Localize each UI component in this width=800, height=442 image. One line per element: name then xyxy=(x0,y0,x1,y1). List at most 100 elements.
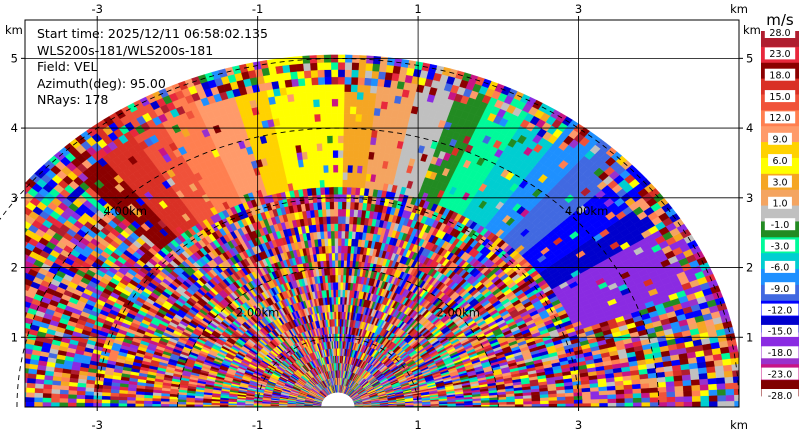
range-gate-cell xyxy=(332,92,338,99)
range-gate-cell xyxy=(367,115,374,123)
range-gate-cell xyxy=(692,390,701,396)
range-gate-cell xyxy=(375,101,382,109)
range-gate-cell xyxy=(316,136,322,144)
range-gate-cell xyxy=(363,92,370,100)
range-gate-cell xyxy=(582,395,591,399)
range-gate-cell xyxy=(667,397,676,402)
range-gate-cell xyxy=(338,150,343,157)
range-gate-cell xyxy=(566,400,575,404)
range-gate-cell xyxy=(709,401,718,407)
range-gate-cell xyxy=(616,389,625,394)
range-gate-cell xyxy=(314,107,321,115)
range-gate-cell xyxy=(699,379,708,385)
range-gate-cell xyxy=(349,136,355,144)
range-gate-cell xyxy=(298,78,305,86)
range-gate-cell xyxy=(345,231,349,239)
range-gate-cell xyxy=(335,282,338,289)
range-gate-cell xyxy=(293,93,300,101)
range-gate-cell xyxy=(304,78,311,86)
range-gate-cell xyxy=(350,202,355,210)
range-gate-cell xyxy=(362,100,369,108)
range-gate-cell xyxy=(716,377,725,383)
range-gate-cell xyxy=(330,216,334,223)
range-gate-cell xyxy=(327,128,333,135)
range-gate-cell xyxy=(557,400,566,404)
range-gate-cell xyxy=(365,129,371,137)
range-gate-cell xyxy=(658,392,667,397)
range-gate-cell xyxy=(393,66,401,74)
range-gate-cell xyxy=(725,383,734,389)
range-gate-cell xyxy=(642,402,651,407)
range-gate-cell xyxy=(335,268,338,275)
range-gate-cell xyxy=(372,123,379,131)
range-gate-cell xyxy=(338,231,342,238)
range-gate-cell xyxy=(331,84,338,91)
range-gate-cell xyxy=(354,202,359,210)
range-gate-cell xyxy=(332,128,338,135)
range-gate-cell xyxy=(316,143,322,151)
range-gate-cell xyxy=(591,399,600,403)
range-gate-cell xyxy=(343,143,349,151)
range-gate-cell xyxy=(360,129,366,137)
range-gate-cell xyxy=(507,402,515,405)
range-gate-cell xyxy=(338,172,343,179)
range-gate-cell xyxy=(327,143,333,151)
range-gate-cell xyxy=(699,373,708,379)
range-gate-cell xyxy=(338,224,342,231)
range-gate-cell xyxy=(353,151,359,159)
range-gate-cell xyxy=(314,173,319,181)
range-gate-cell xyxy=(333,165,338,172)
range-gate-cell xyxy=(350,106,356,114)
range-gate-cell xyxy=(333,158,338,165)
range-gate-cell xyxy=(362,107,369,115)
range-gate-cell xyxy=(335,238,338,245)
range-gate-cell xyxy=(344,84,351,91)
range-gate-cell xyxy=(724,371,733,378)
range-gate-cell xyxy=(345,70,352,78)
range-gate-cell xyxy=(338,92,344,99)
range-gate-cell xyxy=(342,209,346,216)
range-gate-cell xyxy=(307,107,314,115)
range-gate-cell xyxy=(624,389,633,394)
range-gate-cell xyxy=(675,391,684,397)
range-gate-cell xyxy=(347,187,352,194)
range-gate-cell xyxy=(583,399,592,403)
range-gate-cell xyxy=(344,246,348,254)
range-gate-cell xyxy=(338,312,340,319)
range-gate-cell xyxy=(667,392,676,397)
range-gate-cell xyxy=(340,297,342,304)
range-gate-cell xyxy=(383,87,391,95)
range-gate-cell xyxy=(549,400,558,404)
range-gate-cell xyxy=(384,79,392,87)
range-gate-cell xyxy=(356,173,361,181)
range-gate-cell xyxy=(333,172,338,179)
range-gate-cell xyxy=(304,129,310,137)
range-gate-cell xyxy=(297,71,305,79)
range-gate-cell xyxy=(723,365,732,372)
range-gate-cell xyxy=(616,403,624,407)
range-gate-cell xyxy=(356,99,363,107)
range-gate-cell xyxy=(344,238,348,245)
range-gate-cell xyxy=(377,79,385,87)
range-gate-cell xyxy=(692,401,701,407)
range-gate-cell xyxy=(302,115,309,123)
range-gate-cell xyxy=(364,144,370,152)
range-gate-cell xyxy=(343,136,349,144)
range-gate-cell xyxy=(321,121,327,129)
range-gate-cell xyxy=(347,172,352,180)
range-gate-cell xyxy=(633,393,642,398)
range-gate-cell xyxy=(633,402,642,407)
range-gate-cell xyxy=(318,158,324,166)
range-gate-cell xyxy=(336,290,338,297)
range-gate-cell xyxy=(344,77,351,85)
range-gate-cell xyxy=(692,385,701,391)
range-gate-cell xyxy=(299,86,306,94)
range-gate-cell xyxy=(338,297,340,304)
range-gate-cell xyxy=(338,304,340,311)
range-gate-cell xyxy=(633,398,642,403)
range-gate-cell xyxy=(718,395,727,401)
range-gate-cell xyxy=(363,151,369,159)
range-gate-cell xyxy=(701,396,710,402)
range-gate-cell xyxy=(370,86,377,94)
